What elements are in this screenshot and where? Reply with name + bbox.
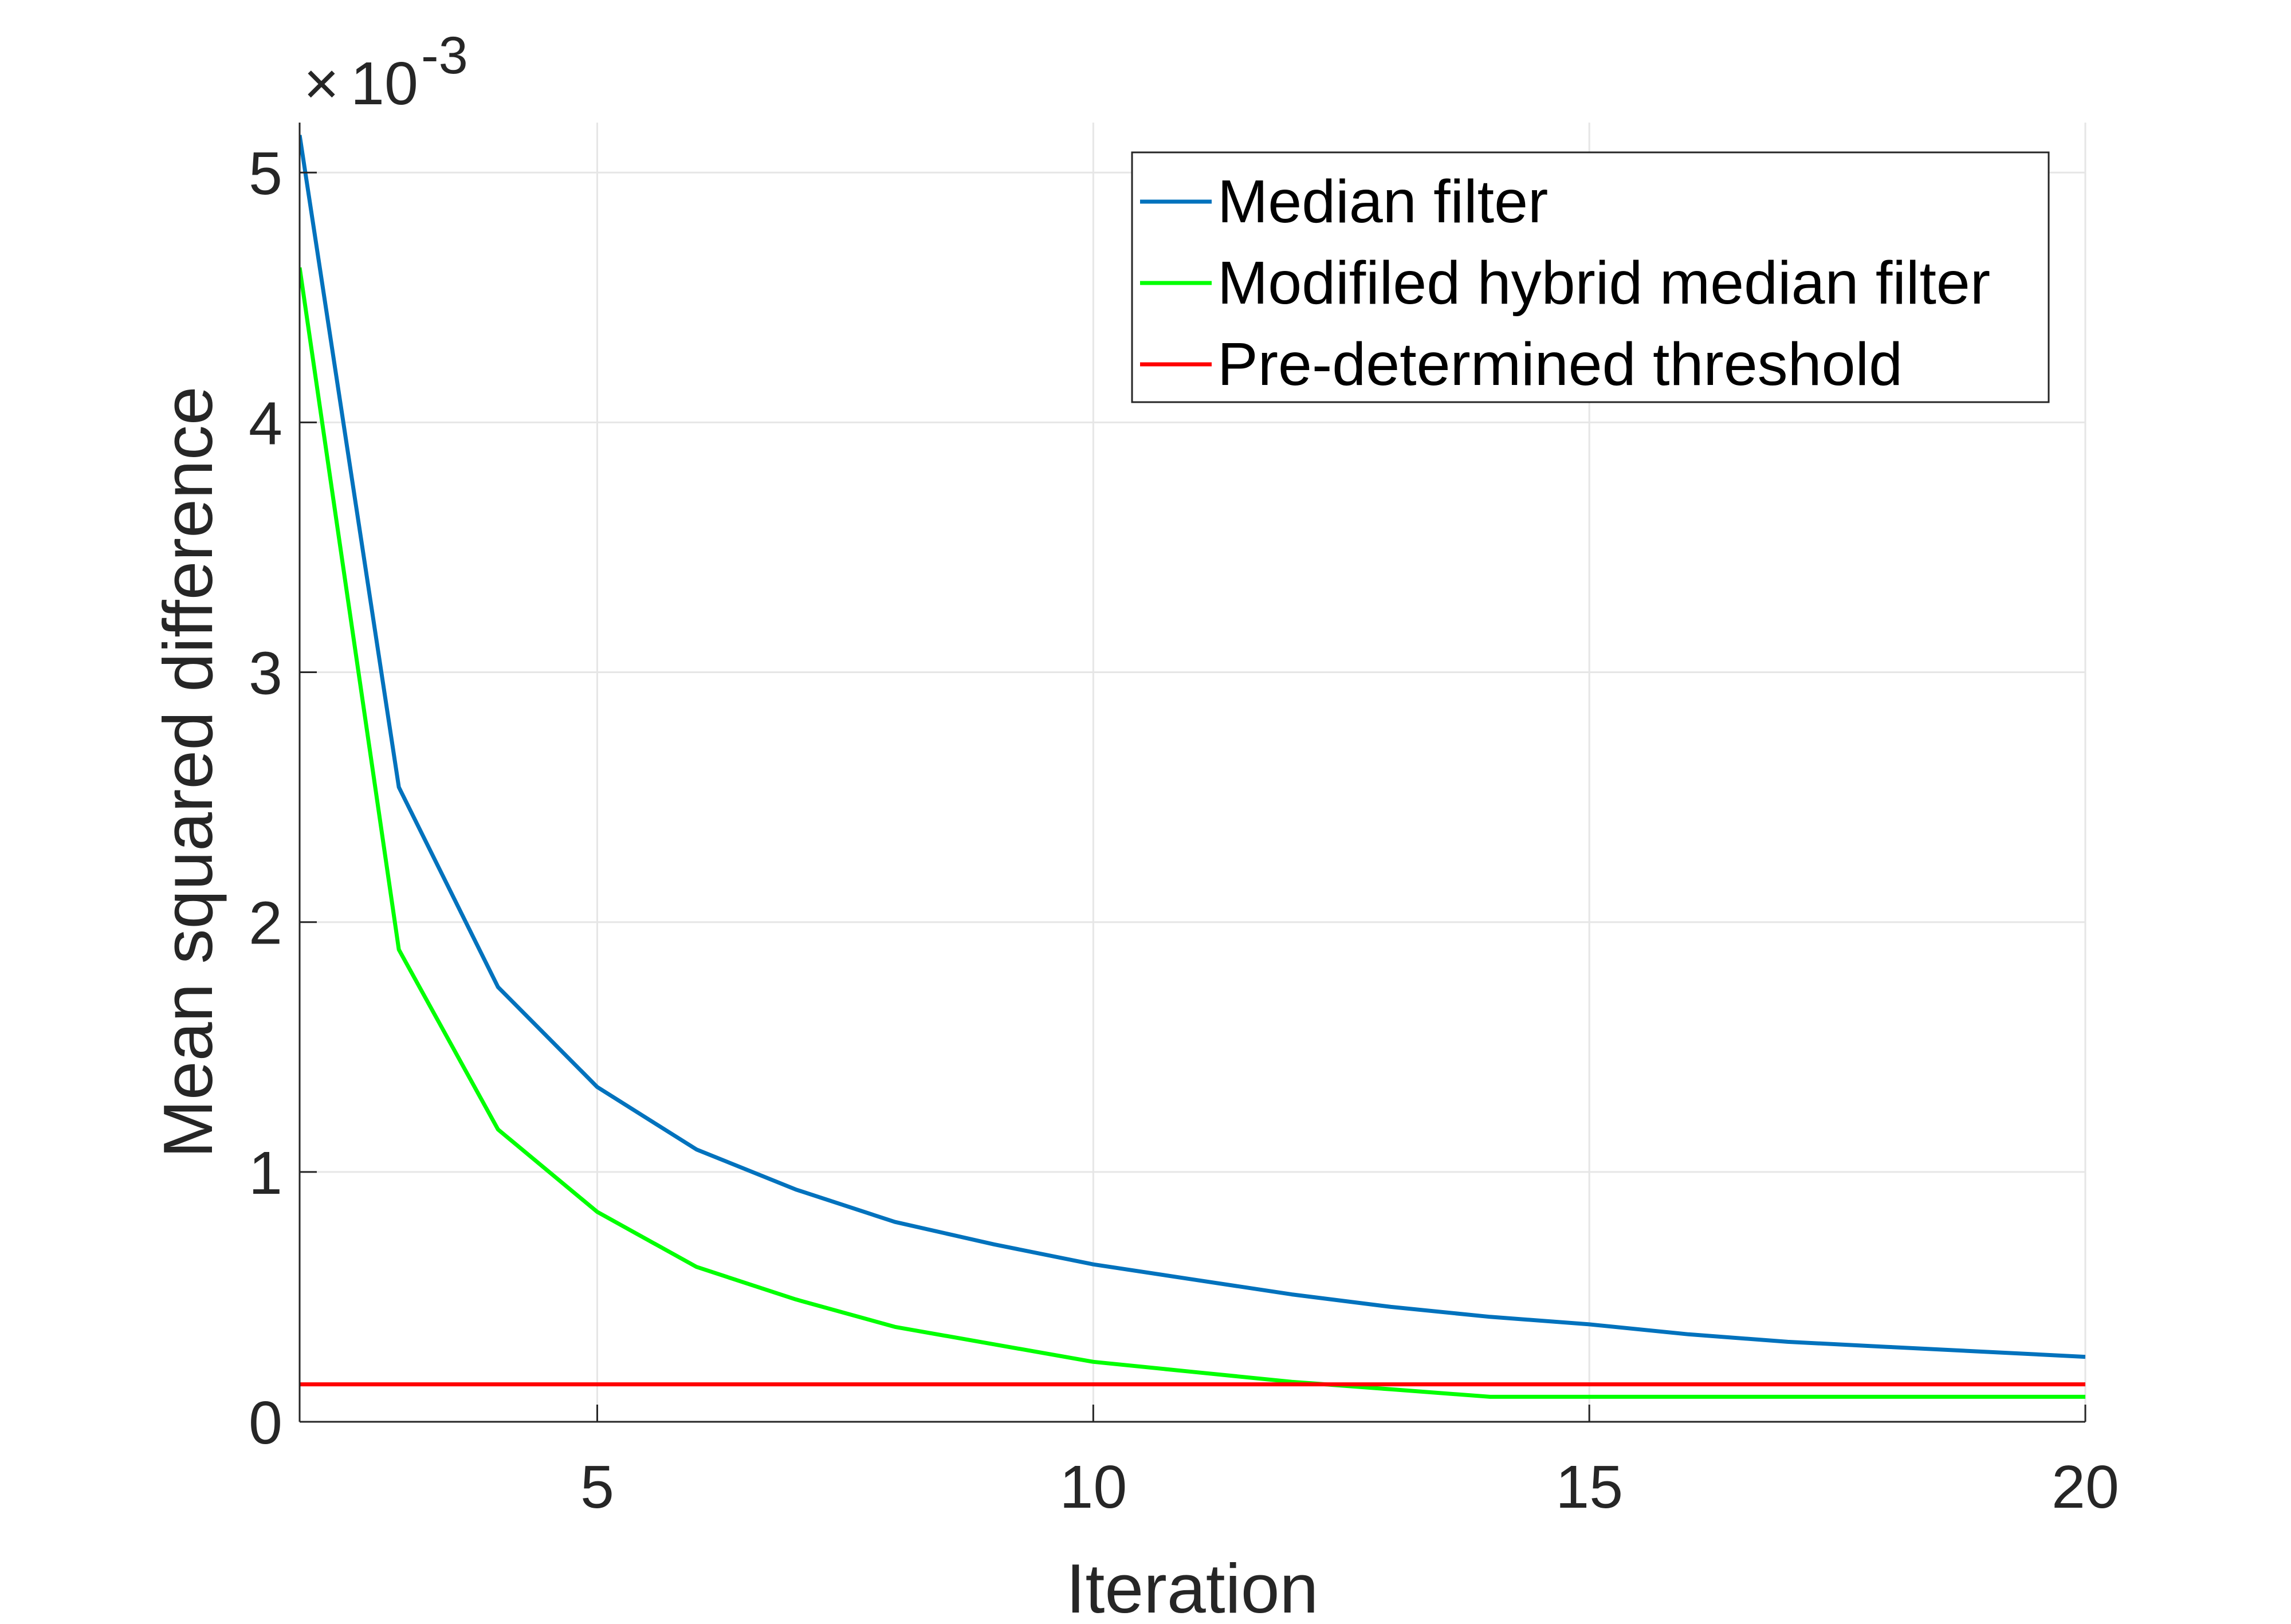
y-tick-label: 5 — [249, 140, 282, 207]
x-tick-label: 20 — [2052, 1453, 2119, 1521]
x-axis-label: Iteration — [1066, 1550, 1319, 1624]
legend-label-median-filter: Median filter — [1217, 168, 1548, 235]
y-tick-label: 2 — [249, 890, 282, 957]
legend-entry: Median filter — [1140, 168, 1548, 235]
legend: Median filter Modifiled hybrid median fi… — [1131, 151, 2050, 403]
axes — [298, 123, 2086, 1423]
series-line-median-filter — [300, 135, 2085, 1359]
series-line-modifiled-hybrid-median-filter — [300, 267, 2085, 1399]
exponent-times-sign: × — [304, 50, 339, 117]
x-tick-label: 10 — [1059, 1453, 1127, 1521]
tick-labels: 5 10 15 20 0 1 2 3 4 5 — [249, 140, 2119, 1521]
x-tick-label: 5 — [580, 1453, 614, 1521]
legend-label-modified-hybrid-median-filter: Modifiled hybrid median filter — [1217, 249, 1990, 317]
y-axis-label: Mean squared difference — [149, 386, 227, 1158]
y-tick-label: 1 — [249, 1139, 282, 1207]
y-tick-label: 0 — [249, 1389, 282, 1457]
legend-entry: Pre-determined threshold — [1140, 331, 1903, 398]
y-tick-label: 3 — [249, 640, 282, 707]
legend-label-threshold: Pre-determined threshold — [1217, 331, 1903, 398]
series-lines — [300, 135, 2085, 1399]
legend-entry: Modifiled hybrid median filter — [1140, 249, 1990, 317]
exponent-base: 10 — [351, 50, 418, 117]
x-tick-label: 15 — [1555, 1453, 1623, 1521]
legend-box — [1131, 151, 2050, 403]
y-exponent-label: × 10 -3 — [304, 26, 468, 117]
exponent-power: -3 — [421, 26, 468, 85]
y-tick-label: 4 — [249, 390, 282, 457]
